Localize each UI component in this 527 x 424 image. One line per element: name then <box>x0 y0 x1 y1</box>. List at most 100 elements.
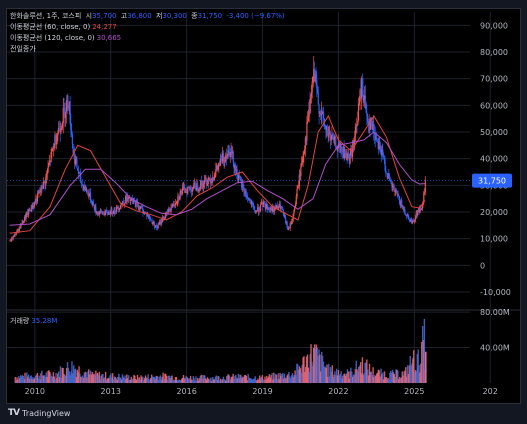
price-candle-body <box>198 187 200 190</box>
volume-bar <box>409 355 411 383</box>
volume-bar <box>155 376 157 383</box>
volume-bar <box>372 367 374 383</box>
price-candle-body <box>101 211 103 213</box>
volume-bar <box>293 374 295 383</box>
price-candle-body <box>89 192 91 195</box>
price-candle-body <box>363 95 366 99</box>
volume-bar <box>297 370 300 383</box>
price-candle-body <box>152 223 154 224</box>
price-candle-body <box>297 186 299 189</box>
volume-bar <box>223 379 225 383</box>
ma60-legend[interactable]: 이동평균선 (60, close, 0) 24,277 <box>10 23 119 32</box>
price-candle-body <box>15 233 17 235</box>
footer-brand[interactable]: TradingView <box>22 408 71 418</box>
volume-bar <box>297 364 299 383</box>
volume-bar <box>403 371 405 383</box>
volume-bar <box>17 379 19 383</box>
price-candle-body <box>259 209 261 211</box>
price-candle-body <box>250 201 253 205</box>
price-candle-body <box>213 177 215 180</box>
price-candle-body <box>140 206 142 209</box>
volume-bar <box>38 375 40 383</box>
volume-bar <box>251 379 254 383</box>
volume-bar <box>123 378 125 383</box>
price-candle-body <box>395 190 397 192</box>
price-candle-body <box>240 179 242 182</box>
volume-bar <box>217 375 219 383</box>
volume-bar <box>352 374 355 383</box>
volume-bar <box>36 372 39 383</box>
price-candle-body <box>48 164 50 167</box>
volume-bar <box>41 370 43 383</box>
volume-bar <box>261 375 264 383</box>
price-candle-body <box>417 208 420 211</box>
volume-bar <box>142 380 145 383</box>
price-candle-body <box>288 228 291 229</box>
price-candle-body <box>89 192 92 201</box>
volume-bar <box>177 380 179 383</box>
volume-bar <box>422 340 425 383</box>
volume-bar <box>367 369 369 383</box>
price-candle-body <box>370 118 372 130</box>
volume-bar <box>253 378 256 383</box>
price-candle-body <box>179 191 181 199</box>
volume-bar <box>215 375 218 383</box>
volume-bar <box>90 374 93 383</box>
price-candle-body <box>319 113 321 115</box>
price-candle-body <box>29 210 31 211</box>
volume-bar <box>192 376 194 383</box>
prev-close-legend[interactable]: 전일종가 <box>10 45 38 54</box>
volume-bar <box>181 377 184 383</box>
symbol-label[interactable]: 한화솔루션, 1주, 코스피 <box>10 12 82 20</box>
volume-bar <box>109 375 111 383</box>
volume-bar <box>305 356 308 383</box>
ma120-legend[interactable]: 이동평균선 (120, close, 0) 30,665 <box>10 34 123 43</box>
price-candle-body <box>389 176 391 181</box>
price-candle-body <box>331 134 333 139</box>
price-candle-body <box>419 207 421 213</box>
price-candle-body <box>368 118 370 125</box>
volume-bar <box>173 380 176 383</box>
price-candle-body <box>80 174 82 183</box>
volume-bar <box>34 375 37 383</box>
price-candle-body <box>314 73 316 82</box>
price-candle-body <box>210 179 212 184</box>
price-candle-body <box>158 224 160 225</box>
price-candle-body <box>302 155 304 161</box>
price-candle-body <box>91 200 93 205</box>
price-candle-body <box>265 206 267 208</box>
tradingview-logo-icon[interactable]: TV <box>8 408 20 418</box>
price-candle-body <box>313 68 315 77</box>
price-candle-body <box>134 201 136 207</box>
volume-bar-last <box>424 351 427 383</box>
price-candle-body <box>410 219 412 221</box>
price-candle-body <box>126 196 128 203</box>
volume-bar <box>291 373 294 383</box>
price-tick-label: 80,000 <box>480 48 508 57</box>
price-candle-body <box>166 211 168 213</box>
volume-bar <box>193 378 195 383</box>
volume-bar <box>103 378 105 383</box>
price-candle-body <box>180 191 182 192</box>
price-candle-body <box>148 216 150 218</box>
volume-bar <box>121 374 124 383</box>
price-candle-body <box>102 212 104 214</box>
volume-bar <box>67 367 70 383</box>
price-candle-body <box>307 121 309 122</box>
price-candle-body <box>294 203 297 208</box>
price-candle-body <box>142 208 144 214</box>
volume-bar <box>91 372 94 383</box>
volume-bar <box>304 372 306 383</box>
volume-legend[interactable]: 거래량 35.28M <box>10 317 59 326</box>
price-candle-body <box>151 220 153 224</box>
volume-bar <box>111 377 113 383</box>
price-candle-body <box>11 238 14 239</box>
price-candle-body <box>423 192 425 202</box>
price-candle-body <box>392 185 395 187</box>
price-candle-body <box>63 107 65 109</box>
volume-bar <box>117 376 119 383</box>
volume-bar <box>397 370 399 383</box>
volume-bar <box>395 369 397 383</box>
volume-bar <box>340 371 342 383</box>
